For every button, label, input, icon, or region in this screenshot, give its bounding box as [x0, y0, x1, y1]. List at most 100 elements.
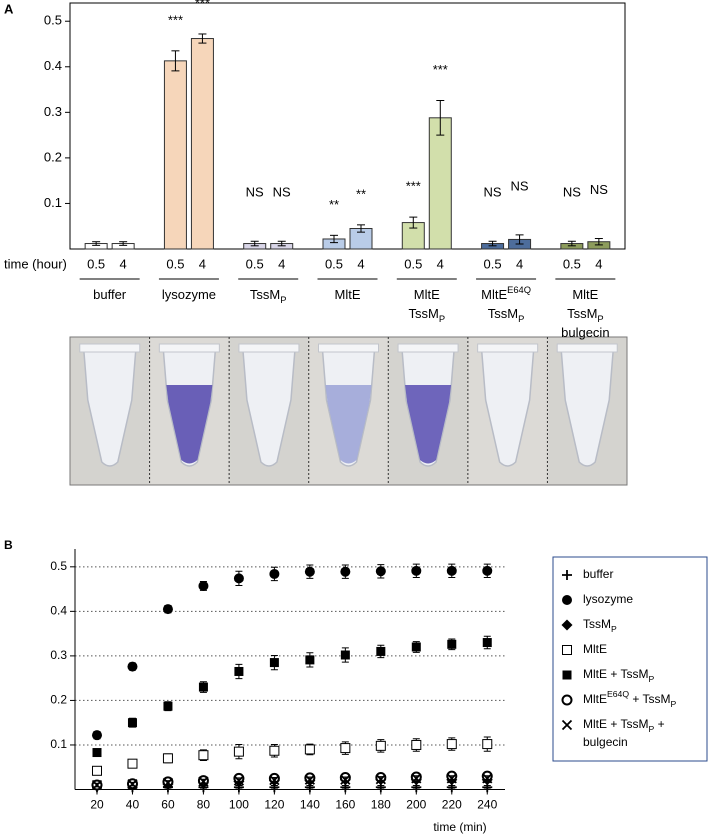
marker — [163, 701, 173, 711]
y-tick-label: 0.1 — [50, 737, 67, 751]
significance-label: NS — [484, 185, 502, 200]
significance-label: NS — [246, 185, 264, 200]
x-tick-label: 4 — [278, 256, 285, 271]
significance-label: NS — [563, 185, 581, 200]
x-tick-label: 4 — [120, 256, 127, 271]
x-tick-label: 4 — [199, 256, 206, 271]
label-line: MltE + TssMP — [583, 667, 654, 684]
x-tick-label: 240 — [477, 798, 497, 812]
marker — [233, 775, 245, 786]
significance-label: *** — [406, 179, 421, 194]
marker — [482, 739, 493, 750]
text-segment: MltE — [583, 642, 607, 656]
marker — [269, 745, 280, 756]
marker — [198, 750, 209, 761]
marker — [127, 718, 137, 728]
significance-label: *** — [433, 62, 448, 77]
marker — [304, 774, 316, 785]
tube-lid — [556, 343, 618, 353]
marker — [233, 746, 244, 757]
marker — [340, 743, 351, 754]
legend-entry: MltE + TssMP +bulgecin — [583, 717, 665, 749]
significance-label: *** — [195, 0, 210, 10]
marker — [447, 639, 457, 649]
text-segment: TssM — [567, 306, 597, 321]
marker — [446, 773, 457, 784]
label-line: TssMP — [567, 306, 604, 324]
tube-content — [166, 385, 213, 464]
x-axis-label: time (hour) — [4, 256, 67, 271]
tube-lid — [397, 343, 459, 353]
x-tick-label: 0.5 — [484, 256, 502, 271]
text-segment: P — [648, 674, 654, 684]
label-line: bulgecin — [583, 735, 628, 749]
text-segment: P — [648, 724, 654, 734]
marker — [198, 682, 208, 692]
marker — [446, 739, 457, 750]
significance-label: ** — [329, 197, 339, 212]
label-line: bulgecin — [561, 325, 609, 340]
marker — [234, 666, 244, 676]
x-tick-label: 140 — [300, 798, 320, 812]
legend-entry: MltE — [583, 642, 607, 656]
marker — [562, 645, 572, 655]
label-line: MltE — [414, 287, 440, 302]
label-line: TssMP — [488, 306, 525, 324]
marker — [127, 758, 138, 769]
marker — [304, 744, 315, 755]
label-line: lysozyme — [583, 592, 633, 606]
text-segment: P — [439, 314, 445, 324]
text-segment: P — [597, 314, 603, 324]
marker — [92, 748, 102, 758]
marker — [198, 580, 209, 591]
label-line: lysozyme — [162, 287, 216, 302]
bar — [163, 60, 187, 250]
tube-photo — [69, 336, 628, 486]
label-line: MltE — [335, 287, 361, 302]
significance-label: NS — [590, 182, 608, 197]
x-tick-label: 80 — [197, 798, 211, 812]
text-segment: TssM — [488, 306, 518, 321]
significance-label: *** — [168, 12, 183, 27]
text-segment: MltE — [572, 287, 598, 302]
marker — [233, 573, 244, 584]
x-tick-label: 4 — [357, 256, 364, 271]
text-segment: E64Q — [607, 689, 629, 699]
marker — [340, 566, 351, 577]
text-segment: lysozyme — [583, 592, 633, 606]
x-tick-label: 0.5 — [563, 256, 581, 271]
text-segment: MltE — [335, 287, 361, 302]
marker — [411, 642, 421, 652]
marker — [482, 773, 493, 784]
legend-entry: MltEE64Q + TssMP — [583, 689, 677, 709]
y-tick-label: 0.1 — [44, 195, 62, 210]
y-tick-label: 0.2 — [50, 693, 67, 707]
x-tick-label: 120 — [264, 798, 284, 812]
marker — [446, 565, 457, 576]
tube — [480, 349, 535, 467]
x-tick-label: 4 — [595, 256, 602, 271]
tube-content — [405, 385, 452, 464]
marker — [198, 776, 209, 787]
text-segment: MltE + TssM — [583, 667, 648, 681]
chart-b: B 0.1 0.2 0.3 0.4 0.5 20 40 60 80 100 120 140 160 180 2… — [4, 538, 708, 834]
x-tick-label: 4 — [516, 256, 523, 271]
label-line: TssMP — [583, 617, 617, 634]
y-tick-label: 0.5 — [50, 559, 67, 573]
y-tick-label: 0.4 — [44, 58, 62, 73]
plot-frame — [69, 2, 626, 250]
y-tick-label: 0.3 — [44, 104, 62, 119]
text-segment: + TssM — [629, 692, 670, 706]
significance-label: ** — [356, 186, 366, 201]
marker — [91, 779, 103, 791]
x-tick-label: 160 — [335, 798, 355, 812]
x-tick-label: 200 — [406, 798, 426, 812]
text-segment: P — [518, 314, 524, 324]
marker — [162, 753, 173, 764]
marker — [376, 646, 386, 656]
marker — [411, 739, 422, 750]
text-segment: TssM — [583, 617, 611, 631]
legend-frame — [552, 556, 708, 762]
text-segment: lysozyme — [162, 287, 216, 302]
significance-label: NS — [511, 178, 529, 193]
